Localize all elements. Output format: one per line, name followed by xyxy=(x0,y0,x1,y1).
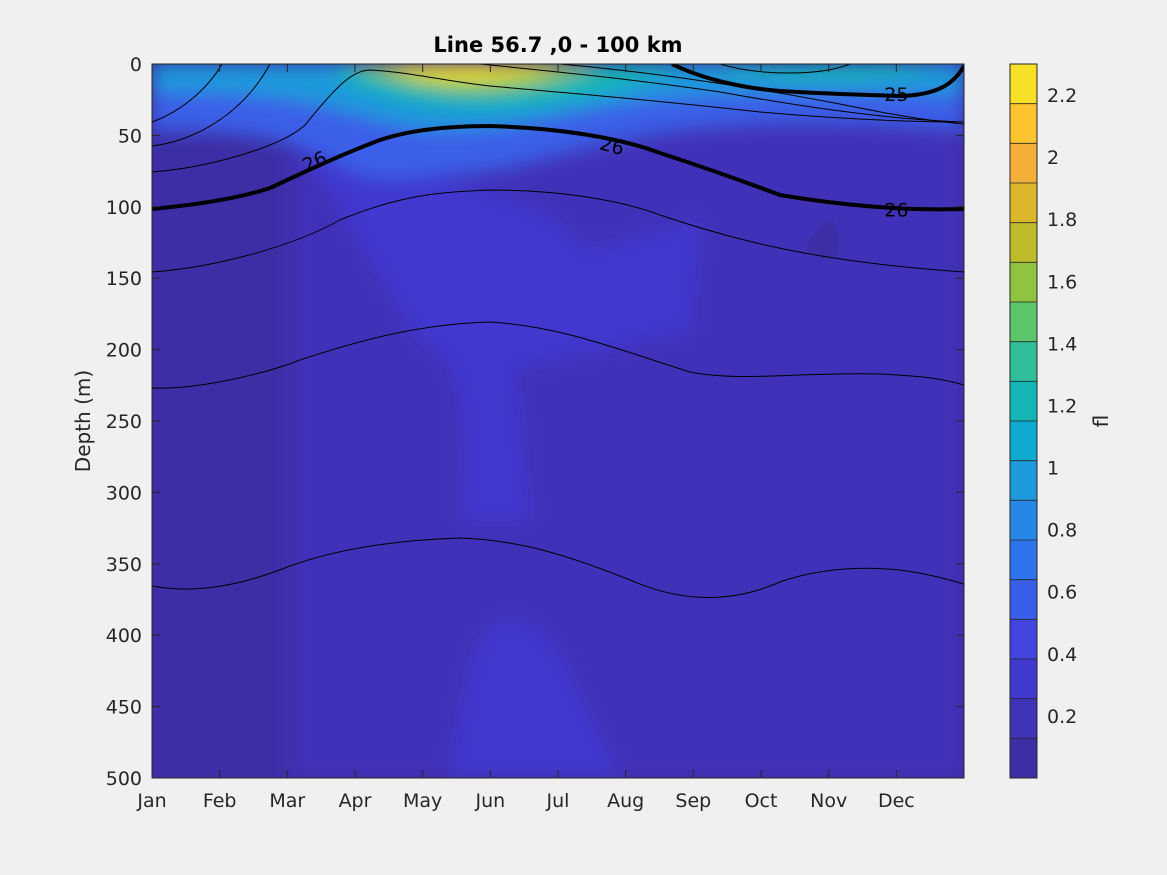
colorbar-segment xyxy=(1010,421,1037,462)
contour-line xyxy=(152,69,964,173)
field-region-center xyxy=(300,150,700,520)
colorbar-tick-label: 0.4 xyxy=(1047,644,1077,666)
contour-label: 25 xyxy=(884,84,908,106)
contour-line xyxy=(152,64,223,123)
colorbar-tick-label: 1.8 xyxy=(1047,209,1077,231)
contour-label-group: 25 xyxy=(884,84,908,106)
x-axis: Jan Feb Mar Apr May Jun Jul Aug Sep Oct Nov Dec xyxy=(136,64,915,812)
y-axis: 0 50 100 150 200 250 300 350 400 450 500 xyxy=(106,54,964,790)
y-tick-label: 50 xyxy=(118,125,142,147)
contour-line-bold xyxy=(152,123,964,212)
y-tick-label: 150 xyxy=(106,268,142,290)
colorbar-segment xyxy=(1010,64,1037,105)
colorbar-segment xyxy=(1010,738,1037,779)
contour-label: 26 xyxy=(884,200,908,222)
colorbar-tick-label: 1.4 xyxy=(1047,333,1077,355)
y-axis-label: Depth (m) xyxy=(71,370,95,472)
colorbar-segment xyxy=(1010,302,1037,343)
contour-line xyxy=(152,64,271,147)
y-tick-label: 100 xyxy=(106,197,142,219)
colorbar-segment xyxy=(1010,183,1037,224)
colorbar-tick-label: 0.8 xyxy=(1047,520,1077,542)
y-tick-label: 200 xyxy=(106,340,142,362)
contour-line xyxy=(152,189,964,273)
y-tick-label: 450 xyxy=(106,697,142,719)
x-tick-label: Jun xyxy=(474,790,505,812)
colorbar-label: fl xyxy=(1089,415,1113,428)
y-tick-label: 300 xyxy=(106,482,142,504)
colorbar: 0.2 0.4 0.6 0.8 1 1.2 1.4 1.6 1.8 2 2.2 xyxy=(1009,63,1077,779)
y-tick-label: 250 xyxy=(106,411,142,433)
x-tick-label: Oct xyxy=(745,790,778,812)
field-region-dark-spot xyxy=(805,220,839,260)
chart-title: Line 56.7 ,0 - 100 km xyxy=(433,33,682,57)
contour-line-bold xyxy=(671,64,964,99)
colorbar-tick-label: 2 xyxy=(1047,147,1059,169)
colorbar-segment xyxy=(1010,579,1037,620)
y-tick-label: 0 xyxy=(130,54,142,76)
contour-line xyxy=(479,64,964,123)
colorbar-segment xyxy=(1010,262,1037,303)
colorbar-segment xyxy=(1010,619,1037,660)
x-tick-label: Nov xyxy=(810,790,847,812)
colorbar-segment xyxy=(1010,698,1037,739)
colorbar-tick-label: 1.2 xyxy=(1047,395,1077,417)
x-tick-label: Feb xyxy=(203,790,237,812)
colorbar-segment xyxy=(1010,143,1037,184)
contour-line xyxy=(719,64,851,74)
colorbar-frame xyxy=(1009,63,1038,779)
colorbar-segment xyxy=(1010,500,1037,541)
x-tick-label: Aug xyxy=(607,790,644,812)
colorbar-segment xyxy=(1010,222,1037,263)
y-tick-label: 400 xyxy=(106,625,142,647)
x-tick-label: Mar xyxy=(269,790,305,812)
colorbar-segment xyxy=(1010,659,1037,700)
x-tick-label: May xyxy=(403,790,442,812)
colorbar-tick-label: 0.6 xyxy=(1047,582,1077,604)
contour-line xyxy=(559,64,964,125)
colorbar-tick-label: 1 xyxy=(1047,458,1059,480)
colorbar-segment xyxy=(1010,460,1037,501)
y-tick-label: 500 xyxy=(106,768,142,790)
y-tick-label: 350 xyxy=(106,554,142,576)
x-tick-label: Sep xyxy=(675,790,711,812)
colorbar-tick-label: 2.2 xyxy=(1047,85,1077,107)
colorbar-segment xyxy=(1010,103,1037,144)
contour-lines xyxy=(152,64,964,599)
contour-line xyxy=(152,321,964,389)
colorbar-segment xyxy=(1010,540,1037,581)
x-tick-label: Jul xyxy=(546,790,570,812)
x-tick-label: Dec xyxy=(878,790,915,812)
heatmap-field xyxy=(152,64,964,778)
colorbar-segment xyxy=(1010,381,1037,422)
x-tick-label: Jan xyxy=(136,790,166,812)
contour-label-group: 26 xyxy=(884,200,908,222)
field-region-upper-right xyxy=(700,64,940,81)
x-tick-label: Apr xyxy=(339,790,372,812)
contour-line xyxy=(152,537,964,599)
colorbar-segment xyxy=(1010,341,1037,382)
colorbar-tick-label: 0.2 xyxy=(1047,706,1077,728)
field-region-bottom-lobe xyxy=(450,621,625,778)
colorbar-tick-label: 1.6 xyxy=(1047,271,1077,293)
